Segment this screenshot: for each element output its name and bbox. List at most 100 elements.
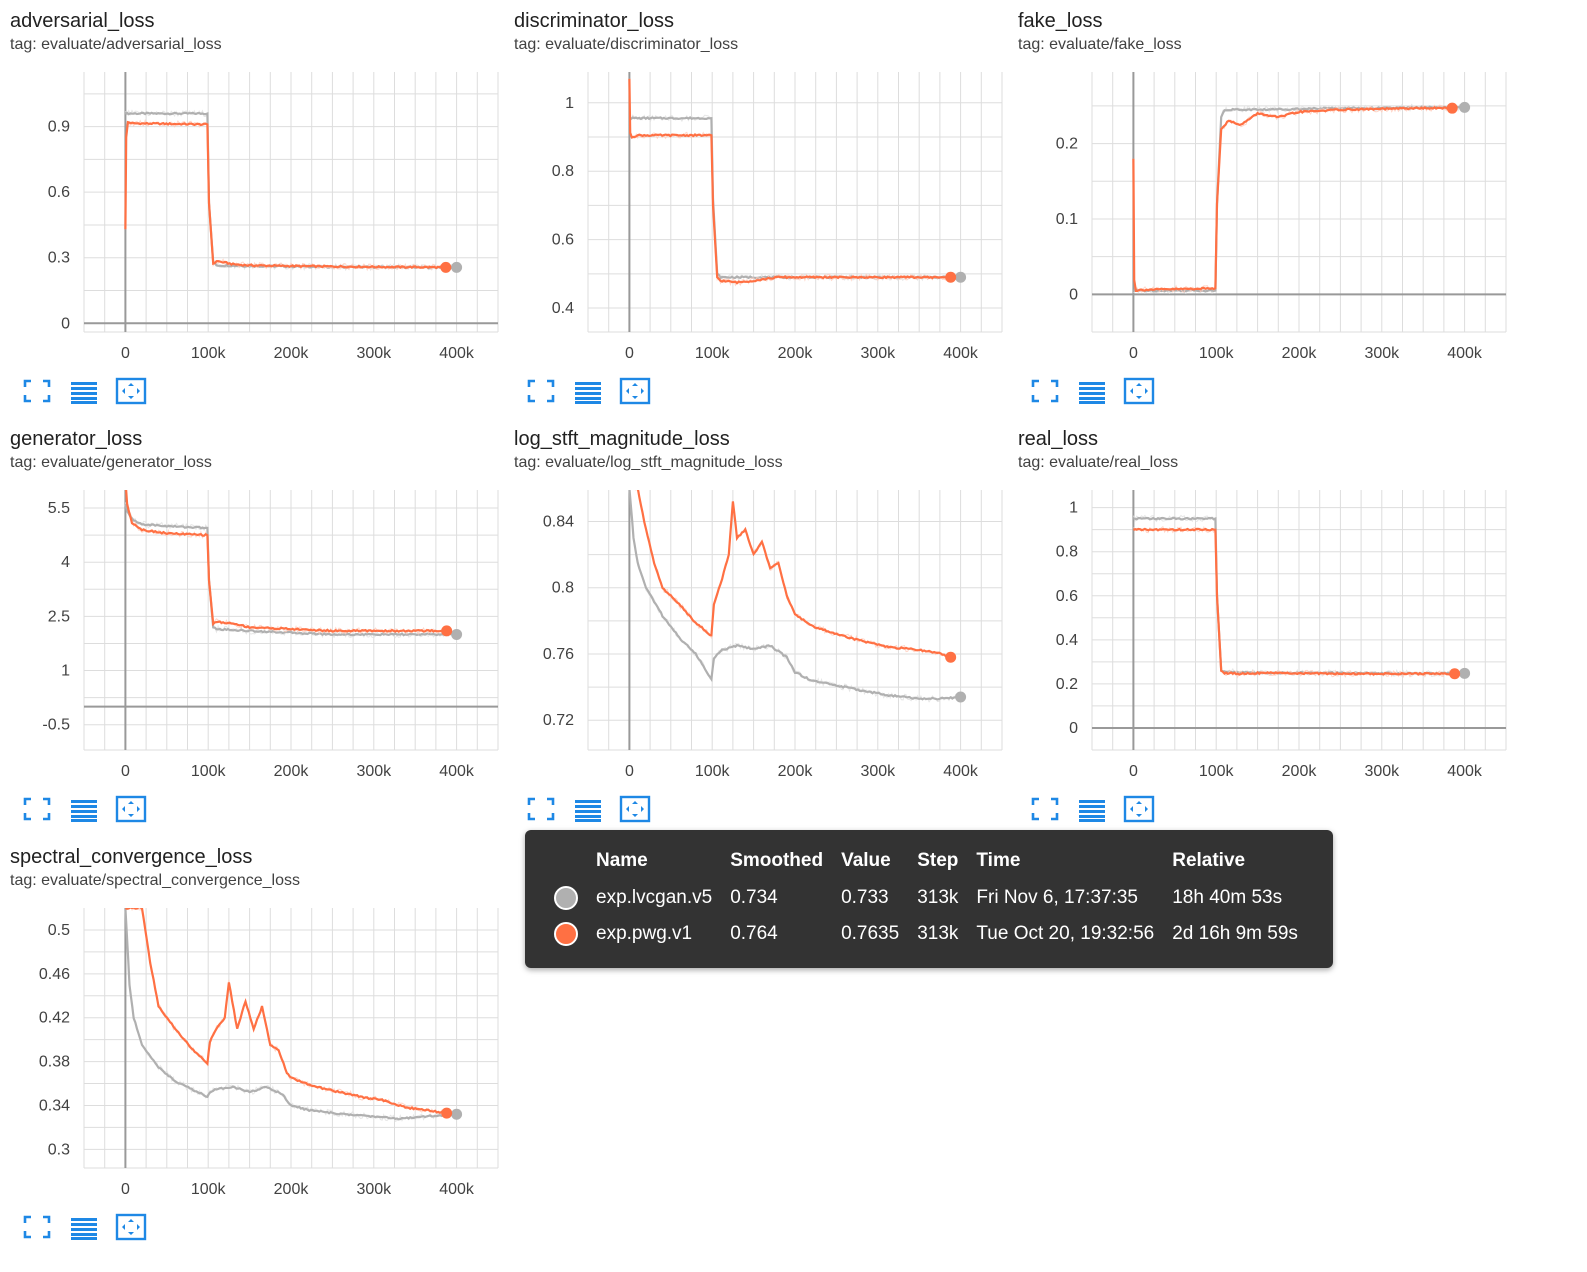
x-tick-label: 200k bbox=[778, 763, 814, 780]
series-line-exp-lvcgan-v5 bbox=[124, 503, 457, 637]
tooltip-time: Fri Nov 6, 17:37:35 bbox=[976, 887, 1138, 908]
tooltip-header-step: Step bbox=[917, 850, 959, 871]
grid bbox=[587, 490, 1003, 751]
tooltip-header-time: Time bbox=[976, 850, 1021, 871]
series-line-exp-pwg-v1 bbox=[1132, 527, 1455, 676]
chart-title: generator_loss bbox=[10, 428, 143, 450]
series-end-point bbox=[451, 261, 463, 273]
x-tick-label: 300k bbox=[356, 1181, 392, 1198]
fit-domain-icon[interactable] bbox=[1122, 794, 1156, 824]
fit-domain-icon[interactable] bbox=[114, 794, 148, 824]
line-chart-svg[interactable]: 0 100k 200k 300k 400k 0 0.3 0.6 0.9 bbox=[0, 60, 510, 370]
fullscreen-icon[interactable] bbox=[20, 1212, 54, 1242]
fullscreen-icon[interactable] bbox=[20, 376, 54, 406]
line-chart-svg[interactable]: 0 100k 200k 300k 400k 0 0.2 0.4 0.6 0.8 1 bbox=[1008, 478, 1518, 788]
series-end-point bbox=[955, 691, 967, 703]
x-tick-label: 400k bbox=[439, 345, 475, 362]
grid bbox=[83, 490, 499, 751]
tooltip-time: Tue Oct 20, 19:32:56 bbox=[976, 923, 1155, 944]
y-tick-label: 0.1 bbox=[1056, 211, 1078, 228]
hover-tooltip: Name Smoothed Value Step Time Relative e… bbox=[525, 830, 1333, 968]
y-tick-label: 0.3 bbox=[48, 1141, 70, 1158]
fullscreen-icon[interactable] bbox=[524, 794, 558, 824]
fullscreen-icon[interactable] bbox=[20, 794, 54, 824]
chart-plot[interactable]: 0 100k 200k 300k 400k 0.4 0.6 0.8 1 bbox=[504, 60, 1014, 370]
line-chart-svg[interactable]: 0 100k 200k 300k 400k 0 0.1 0.2 bbox=[1008, 60, 1518, 370]
chart-toolbar bbox=[20, 794, 160, 826]
fullscreen-icon[interactable] bbox=[1028, 376, 1062, 406]
fit-domain-icon[interactable] bbox=[618, 794, 652, 824]
series-raw-line bbox=[1132, 104, 1453, 293]
data-table-icon[interactable] bbox=[67, 794, 101, 824]
y-tick-label: 0.34 bbox=[39, 1097, 70, 1114]
series-raw-line bbox=[634, 490, 952, 660]
fit-domain-icon[interactable] bbox=[114, 1212, 148, 1242]
chart-tag: tag: evaluate/discriminator_loss bbox=[514, 36, 739, 53]
series-end-point bbox=[441, 625, 453, 637]
chart-tag: tag: evaluate/real_loss bbox=[1018, 454, 1179, 471]
x-tick-label: 200k bbox=[1282, 345, 1318, 362]
chart-tag: tag: evaluate/adversarial_loss bbox=[10, 36, 222, 53]
chart-toolbar bbox=[1028, 794, 1168, 826]
fullscreen-icon[interactable] bbox=[1028, 794, 1062, 824]
chart-plot[interactable]: 0 100k 200k 300k 400k -0.5 1 2.5 4 5.5 bbox=[0, 478, 510, 788]
series-line-exp-pwg-v1 bbox=[1132, 106, 1453, 292]
line-chart-svg[interactable]: 0 100k 200k 300k 400k 0.3 0.34 0.38 0.42 0.46 0.5 bbox=[0, 896, 510, 1206]
line-chart-svg[interactable]: 0 100k 200k 300k 400k -0.5 1 2.5 4 5.5 bbox=[0, 478, 510, 788]
series-raw-line bbox=[628, 78, 952, 287]
x-tick-label: 0 bbox=[1129, 345, 1138, 362]
chart-plot[interactable]: 0 100k 200k 300k 400k 0 0.3 0.6 0.9 bbox=[0, 60, 510, 370]
chart-plot[interactable]: 0 100k 200k 300k 400k 0 0.1 0.2 bbox=[1008, 60, 1518, 370]
chart-card-discriminator-loss: discriminator_loss tag: evaluate/discrimi… bbox=[504, 0, 1014, 410]
y-tick-label: 0.38 bbox=[39, 1054, 70, 1071]
x-tick-label: 0 bbox=[1129, 763, 1138, 780]
data-table-icon[interactable] bbox=[1075, 376, 1109, 406]
x-tick-label: 300k bbox=[1364, 345, 1400, 362]
x-tick-label: 400k bbox=[943, 763, 979, 780]
run-color-swatch bbox=[554, 886, 578, 910]
chart-plot[interactable]: 0 100k 200k 300k 400k 0.72 0.76 0.8 0.84 bbox=[504, 478, 1014, 788]
chart-toolbar bbox=[20, 376, 160, 408]
fit-domain-icon[interactable] bbox=[618, 376, 652, 406]
data-table-icon[interactable] bbox=[67, 1212, 101, 1242]
grid bbox=[1091, 490, 1507, 751]
fit-domain-icon[interactable] bbox=[114, 376, 148, 406]
fullscreen-icon[interactable] bbox=[524, 376, 558, 406]
data-table-icon[interactable] bbox=[571, 376, 605, 406]
series-raw-line bbox=[125, 490, 448, 635]
y-tick-label: 0.2 bbox=[1056, 676, 1078, 693]
y-tick-label: 0.42 bbox=[39, 1010, 70, 1027]
line-chart-svg[interactable]: 0 100k 200k 300k 400k 0.4 0.6 0.8 1 bbox=[504, 60, 1014, 370]
x-tick-label: 300k bbox=[1364, 763, 1400, 780]
y-tick-label: 0 bbox=[61, 315, 70, 332]
y-tick-label: 0.72 bbox=[543, 712, 574, 729]
data-table-icon[interactable] bbox=[571, 794, 605, 824]
series-line-exp-pwg-v1 bbox=[124, 120, 447, 270]
chart-title: discriminator_loss bbox=[514, 10, 675, 32]
data-table-icon[interactable] bbox=[1075, 794, 1109, 824]
y-tick-label: 0.46 bbox=[39, 966, 70, 983]
y-tick-label: 0.6 bbox=[552, 232, 574, 249]
tooltip-run-name: exp.lvcgan.v5 bbox=[596, 887, 713, 908]
x-tick-label: 200k bbox=[274, 345, 310, 362]
chart-title: adversarial_loss bbox=[10, 10, 155, 32]
y-tick-label: 0 bbox=[1069, 720, 1078, 737]
tooltip-header-relative: Relative bbox=[1172, 850, 1246, 871]
fit-domain-icon[interactable] bbox=[1122, 376, 1156, 406]
chart-card-real-loss: real_loss tag: evaluate/real_loss 0 100k 200… bbox=[1008, 418, 1518, 828]
chart-card-log-stft-magnitude-loss: log_stft_magnitude_loss tag: evaluate/log… bbox=[504, 418, 1014, 828]
x-tick-label: 300k bbox=[860, 345, 896, 362]
data-table-icon[interactable] bbox=[67, 376, 101, 406]
series-raw-line bbox=[124, 118, 447, 272]
y-tick-label: 0.8 bbox=[1056, 544, 1078, 561]
series-end-point bbox=[451, 1108, 463, 1120]
chart-tag: tag: evaluate/generator_loss bbox=[10, 454, 212, 471]
chart-plot[interactable]: 0 100k 200k 300k 400k 0.3 0.34 0.38 0.42 0.46 0.5 bbox=[0, 896, 510, 1206]
line-chart-svg[interactable]: 0 100k 200k 300k 400k 0.72 0.76 0.8 0.84 bbox=[504, 478, 1014, 788]
x-tick-label: 200k bbox=[1282, 763, 1318, 780]
chart-plot[interactable]: 0 100k 200k 300k 400k 0 0.2 0.4 0.6 0.8 1 bbox=[1008, 478, 1518, 788]
chart-toolbar bbox=[1028, 376, 1168, 408]
y-tick-label: 0.76 bbox=[543, 646, 574, 663]
x-tick-label: 0 bbox=[121, 1181, 130, 1198]
y-tick-label: 0.3 bbox=[48, 250, 70, 267]
